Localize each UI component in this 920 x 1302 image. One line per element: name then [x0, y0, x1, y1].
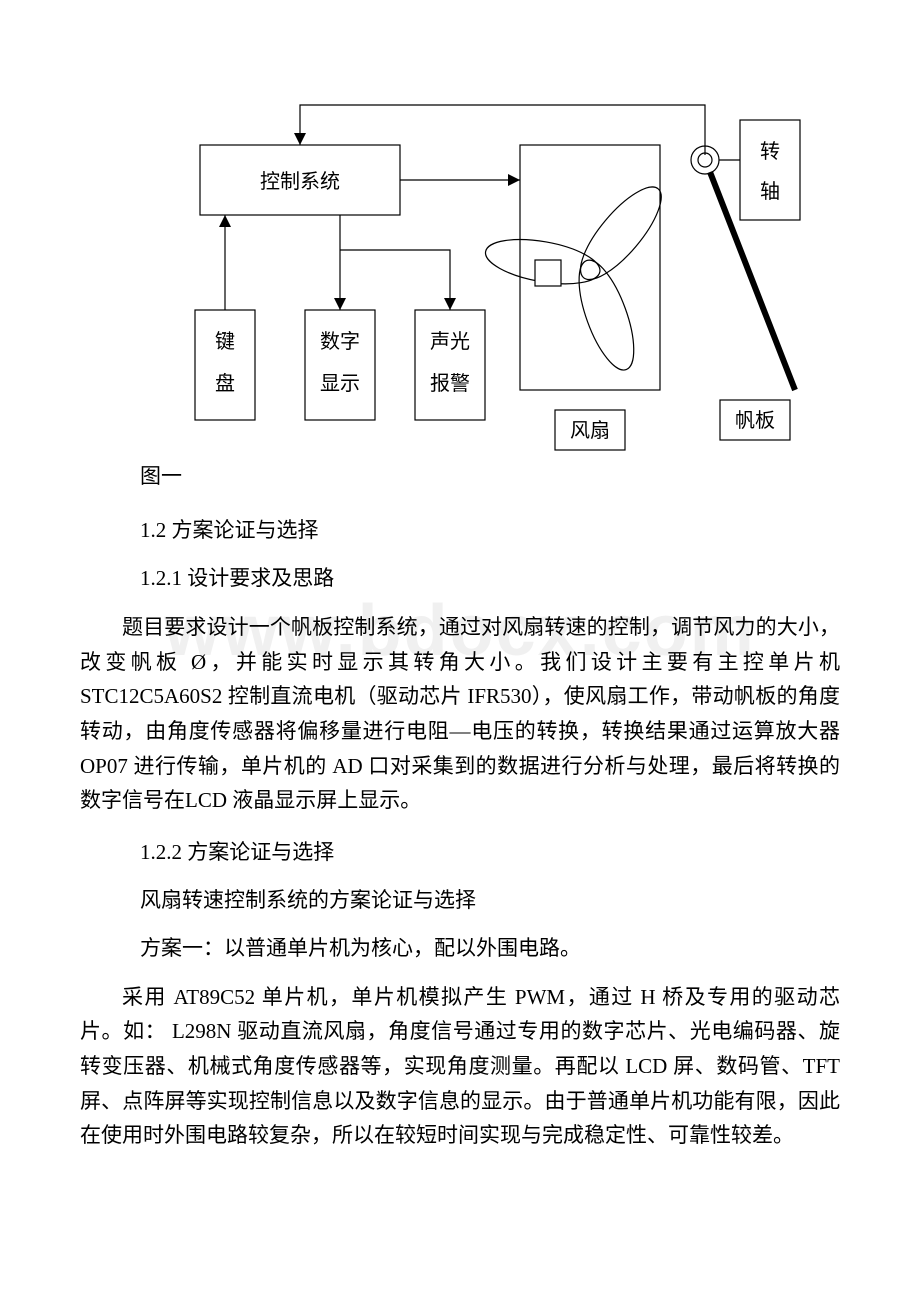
node-axis [740, 120, 800, 220]
node-alarm [415, 310, 485, 420]
edge-control-alarm [340, 250, 450, 310]
node-control-label: 控制系统 [260, 170, 340, 193]
system-diagram: 控制系统 键 盘 数字 显示 声光 报警 风扇 帆板 [80, 60, 840, 440]
heading-1-2: 1.2 方案论证与选择 [140, 514, 840, 544]
node-sail-label: 帆板 [735, 409, 775, 432]
node-display-l1: 数字 [320, 330, 360, 353]
heading-1-2-2: 1.2.2 方案论证与选择 [140, 836, 840, 866]
node-fan-label: 风扇 [570, 419, 610, 442]
document-page: www.bdocx.com 控制系统 键 盘 数字 显示 声光 报警 [0, 0, 920, 1231]
fan-blade-2 [568, 254, 645, 377]
sail-bar [710, 172, 795, 390]
pivot-inner [698, 153, 712, 167]
node-keyboard-l2: 盘 [215, 372, 235, 395]
node-axis-l2: 轴 [760, 180, 780, 203]
paragraph-design-intro: 题目要求设计一个帆板控制系统，通过对风扇转速的控制，调节风力的大小，改变帆板 Ø… [80, 610, 840, 818]
node-keyboard-l1: 键 [215, 330, 235, 353]
node-display [305, 310, 375, 420]
node-axis-l1: 转 [760, 140, 780, 163]
node-alarm-l2: 报警 [430, 372, 470, 395]
fan-blade-1 [568, 176, 673, 291]
figure-caption: 图一 [140, 460, 840, 490]
diagram-svg: 控制系统 键 盘 数字 显示 声光 报警 风扇 帆板 [80, 60, 840, 460]
node-alarm-l1: 声光 [430, 330, 470, 353]
edge-feedback [300, 105, 705, 155]
node-display-l2: 显示 [320, 373, 360, 395]
node-keyboard [195, 310, 255, 420]
fan-hub [535, 260, 561, 286]
paragraph-fan-scheme-title: 风扇转速控制系统的方案论证与选择 [140, 884, 840, 914]
p1-text: 题目要求设计一个帆板控制系统，通过对风扇转速的控制，调节风力的大小，改变帆板 Ø… [80, 615, 840, 812]
paragraph-scheme-1-body: 采用 AT89C52 单片机，单片机模拟产生 PWM，通过 H 桥及专用的驱动芯… [80, 980, 840, 1153]
paragraph-scheme-1-title: 方案一：以普通单片机为核心，配以外围电路。 [140, 932, 840, 962]
heading-1-2-1: 1.2.1 设计要求及思路 [140, 562, 840, 592]
